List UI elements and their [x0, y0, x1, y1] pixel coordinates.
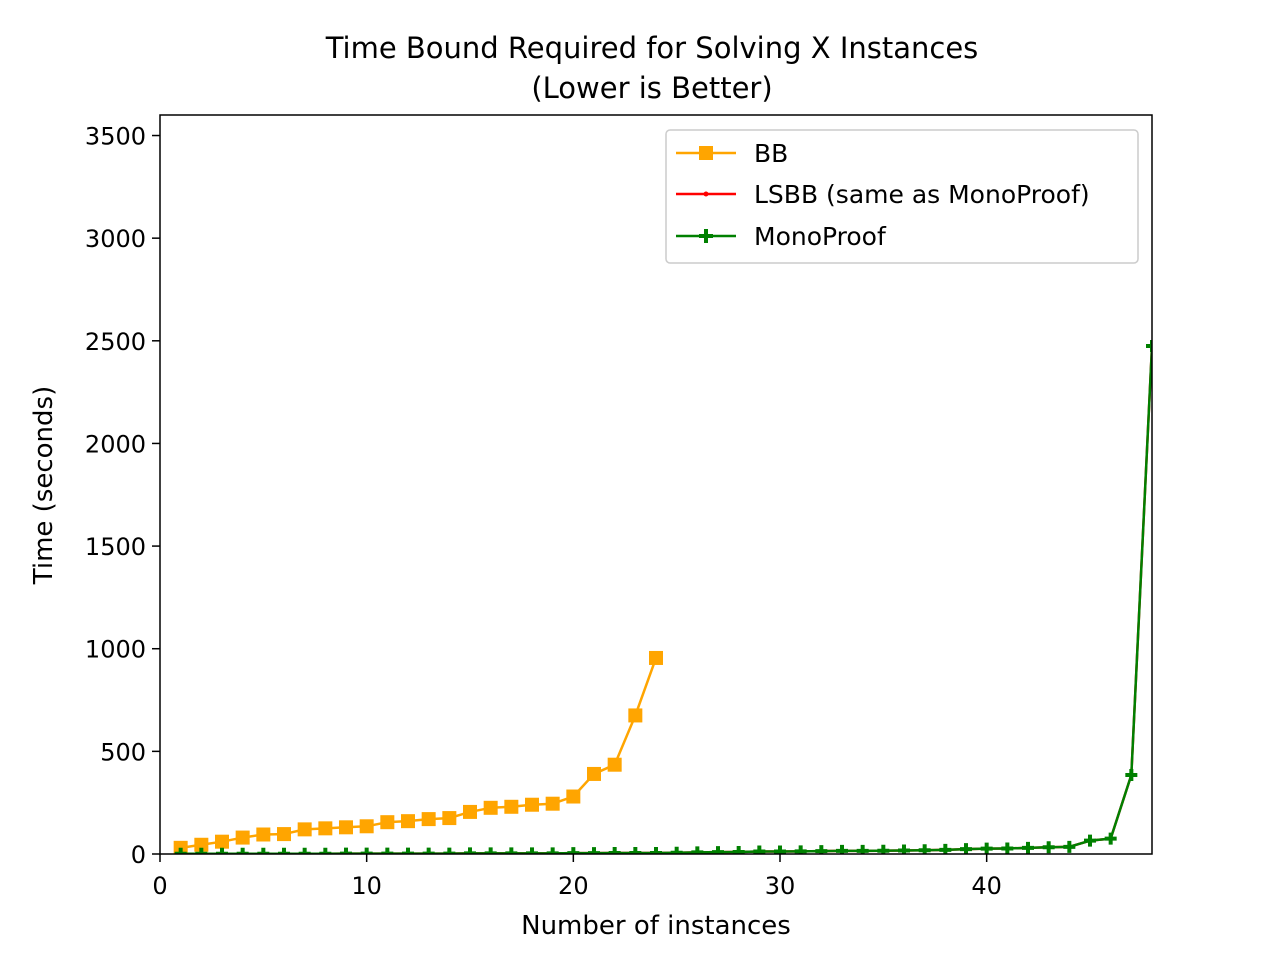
data-point — [318, 821, 333, 836]
data-point — [608, 846, 621, 854]
legend-entry-lsbb: LSBB (same as MonoProof) — [676, 180, 1090, 209]
chart-title: Time Bound Required for Solving X Instan… — [325, 31, 979, 65]
data-point — [525, 797, 539, 812]
data-point — [1146, 339, 1152, 352]
data-point — [256, 827, 271, 842]
legend: BB LSBB (same as MonoProof) MonoProof — [665, 129, 1139, 264]
legend-box — [665, 129, 1139, 264]
data-point — [194, 837, 209, 852]
y-tick-label: 1000 — [85, 636, 146, 664]
data-point — [815, 845, 828, 854]
x-tick-label: 10 — [351, 872, 382, 900]
data-point — [588, 847, 600, 854]
data-point — [980, 842, 993, 854]
data-point — [898, 844, 910, 854]
data-point — [567, 847, 580, 854]
data-point — [856, 844, 869, 854]
legend-label-bb: BB — [754, 139, 788, 168]
data-point — [442, 811, 457, 826]
data-point — [1063, 840, 1076, 853]
data-point — [277, 827, 291, 842]
data-point — [401, 814, 415, 829]
y-tick-label: 3500 — [85, 123, 146, 151]
data-point — [1042, 841, 1055, 854]
legend-label-lsbb: LSBB (same as MonoProof) — [754, 180, 1090, 209]
data-point — [670, 846, 683, 854]
data-point — [960, 843, 972, 854]
y-tick-label: 500 — [100, 738, 146, 766]
x-tick-label: 40 — [971, 872, 1002, 900]
data-point — [1084, 834, 1096, 847]
data-point — [380, 815, 395, 830]
data-point — [649, 650, 663, 665]
data-point — [628, 708, 643, 723]
chart-subtitle: (Lower is Better) — [531, 71, 772, 105]
data-point — [1001, 842, 1014, 854]
y-tick-label: 2000 — [85, 430, 146, 458]
x-tick-label: 20 — [558, 872, 589, 900]
x-tick-label: 0 — [152, 872, 167, 900]
plot-frame — [159, 114, 1153, 855]
data-point — [297, 822, 312, 837]
data-point — [1125, 768, 1138, 781]
y-tick-label: 0 — [131, 841, 146, 869]
data-point — [587, 766, 601, 781]
data-point — [566, 789, 581, 804]
data-point — [215, 834, 229, 849]
legend-entry-bb: BB — [676, 139, 788, 168]
y-axis-label: Time (seconds) — [29, 386, 59, 585]
data-point — [339, 820, 353, 835]
data-point — [753, 845, 766, 854]
data-point — [359, 819, 374, 834]
data-point — [545, 796, 560, 811]
data-point — [421, 812, 436, 827]
data-point — [794, 845, 807, 854]
data-point — [607, 757, 622, 772]
data-point — [463, 804, 477, 819]
legend-entry-monoproof: MonoProof — [676, 222, 887, 251]
data-point — [712, 846, 724, 854]
y-tick-label: 2500 — [85, 328, 146, 356]
data-point — [483, 800, 498, 815]
legend-marker-bb — [699, 146, 713, 160]
x-tick-label: 30 — [765, 872, 796, 900]
data-point — [629, 846, 642, 854]
data-point — [650, 846, 662, 854]
data-point — [918, 844, 931, 854]
legend-marker-lsbb — [703, 191, 709, 197]
legend-label-monoproof: MonoProof — [754, 222, 887, 251]
series-bb — [173, 650, 663, 854]
data-point — [1104, 832, 1117, 845]
data-point — [691, 846, 704, 854]
y-tick-label: 3000 — [85, 225, 146, 253]
data-point — [732, 845, 745, 854]
legend-marker-monoproof — [699, 229, 713, 243]
x-axis: 0 10 20 30 40 — [152, 854, 1002, 900]
data-point — [877, 844, 890, 854]
y-axis: 0 500 1000 1500 2000 2500 3000 3500 — [85, 123, 160, 869]
data-point — [774, 845, 786, 854]
y-tick-label: 1500 — [85, 533, 146, 561]
data-point — [173, 840, 188, 854]
data-point — [504, 799, 519, 814]
x-axis-label: Number of instances — [521, 911, 791, 941]
data-point — [235, 830, 250, 845]
data-point — [1022, 841, 1034, 854]
data-point — [836, 844, 848, 854]
